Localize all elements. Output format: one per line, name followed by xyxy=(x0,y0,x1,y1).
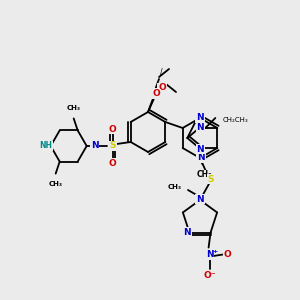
Text: N: N xyxy=(196,124,204,133)
Text: S: S xyxy=(208,175,214,184)
Text: N: N xyxy=(91,142,98,151)
Text: O: O xyxy=(151,88,159,98)
Text: O⁻: O⁻ xyxy=(203,271,216,280)
Text: N: N xyxy=(197,154,205,163)
Text: +: + xyxy=(212,249,217,254)
Text: N: N xyxy=(196,113,204,122)
Text: CH₃: CH₃ xyxy=(67,105,81,111)
Text: N: N xyxy=(206,250,213,259)
Text: O: O xyxy=(158,83,166,92)
Text: CH₃: CH₃ xyxy=(196,170,212,179)
Text: N: N xyxy=(196,145,204,154)
Text: NH: NH xyxy=(39,142,52,151)
Text: CH₂CH₃: CH₂CH₃ xyxy=(222,117,248,123)
Text: CH₃: CH₃ xyxy=(168,184,182,190)
Text: O: O xyxy=(109,124,117,134)
Text: O: O xyxy=(152,89,160,98)
Text: O: O xyxy=(109,158,117,167)
Text: N: N xyxy=(196,194,204,203)
Text: O: O xyxy=(224,250,232,259)
Text: S: S xyxy=(110,142,116,151)
Text: N: N xyxy=(184,228,191,237)
Text: CH₃: CH₃ xyxy=(49,181,63,187)
Text: /: / xyxy=(160,68,162,76)
